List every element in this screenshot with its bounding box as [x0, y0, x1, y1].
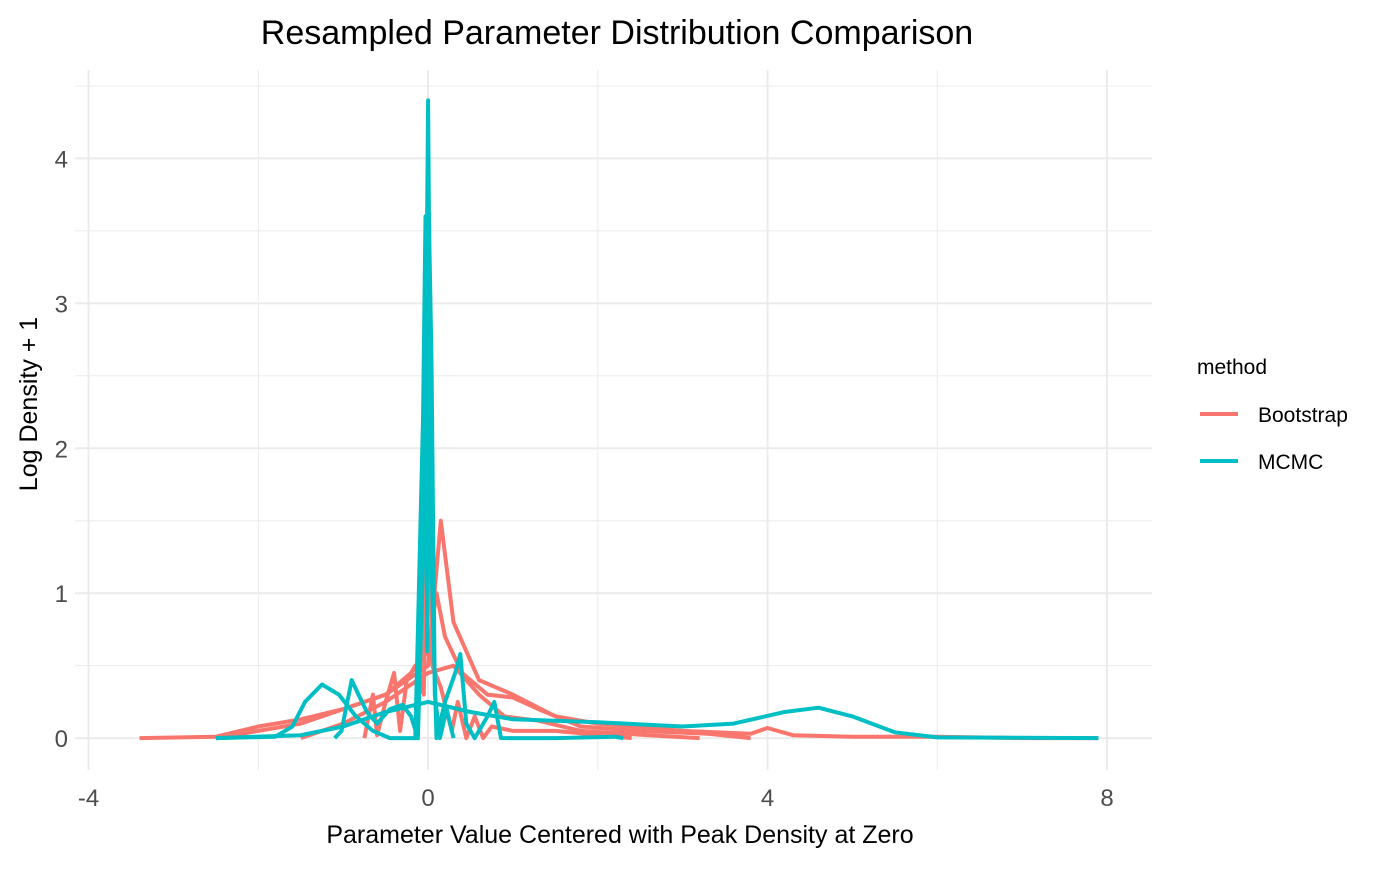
x-axis: -4 0 4 8 [78, 785, 1114, 812]
x-axis-label: Parameter Value Centered with Peak Densi… [326, 821, 913, 849]
y-tick-label: 1 [55, 581, 68, 608]
x-tick-label: 4 [761, 785, 774, 812]
legend-label-mcmc: MCMC [1258, 451, 1323, 474]
legend-label-bootstrap: Bootstrap [1258, 404, 1348, 427]
series-lines [139, 98, 1099, 741]
density-line-mcmc-6 [333, 98, 624, 741]
x-tick-label: 0 [421, 785, 434, 812]
density-line-bootstrap-3 [300, 663, 700, 741]
y-tick-label: 4 [55, 146, 68, 173]
legend: method Bootstrap MCMC [1197, 356, 1348, 474]
y-axis-label: Log Density + 1 [15, 317, 43, 491]
grid [75, 70, 1152, 770]
legend-title: method [1197, 356, 1267, 379]
y-axis: 0 1 2 3 4 [55, 146, 68, 753]
density-line-mcmc-5 [215, 699, 1099, 741]
y-tick-label: 3 [55, 291, 68, 318]
chart-title: Resampled Parameter Distribution Compari… [261, 14, 973, 52]
density-line-bootstrap-2 [362, 373, 632, 741]
x-tick-label: 8 [1100, 785, 1113, 812]
x-tick-label: -4 [78, 785, 99, 812]
y-tick-label: 0 [55, 726, 68, 753]
density-line-mcmc-7 [413, 214, 456, 741]
density-line-mcmc-4 [215, 682, 420, 741]
y-tick-label: 2 [55, 436, 68, 463]
